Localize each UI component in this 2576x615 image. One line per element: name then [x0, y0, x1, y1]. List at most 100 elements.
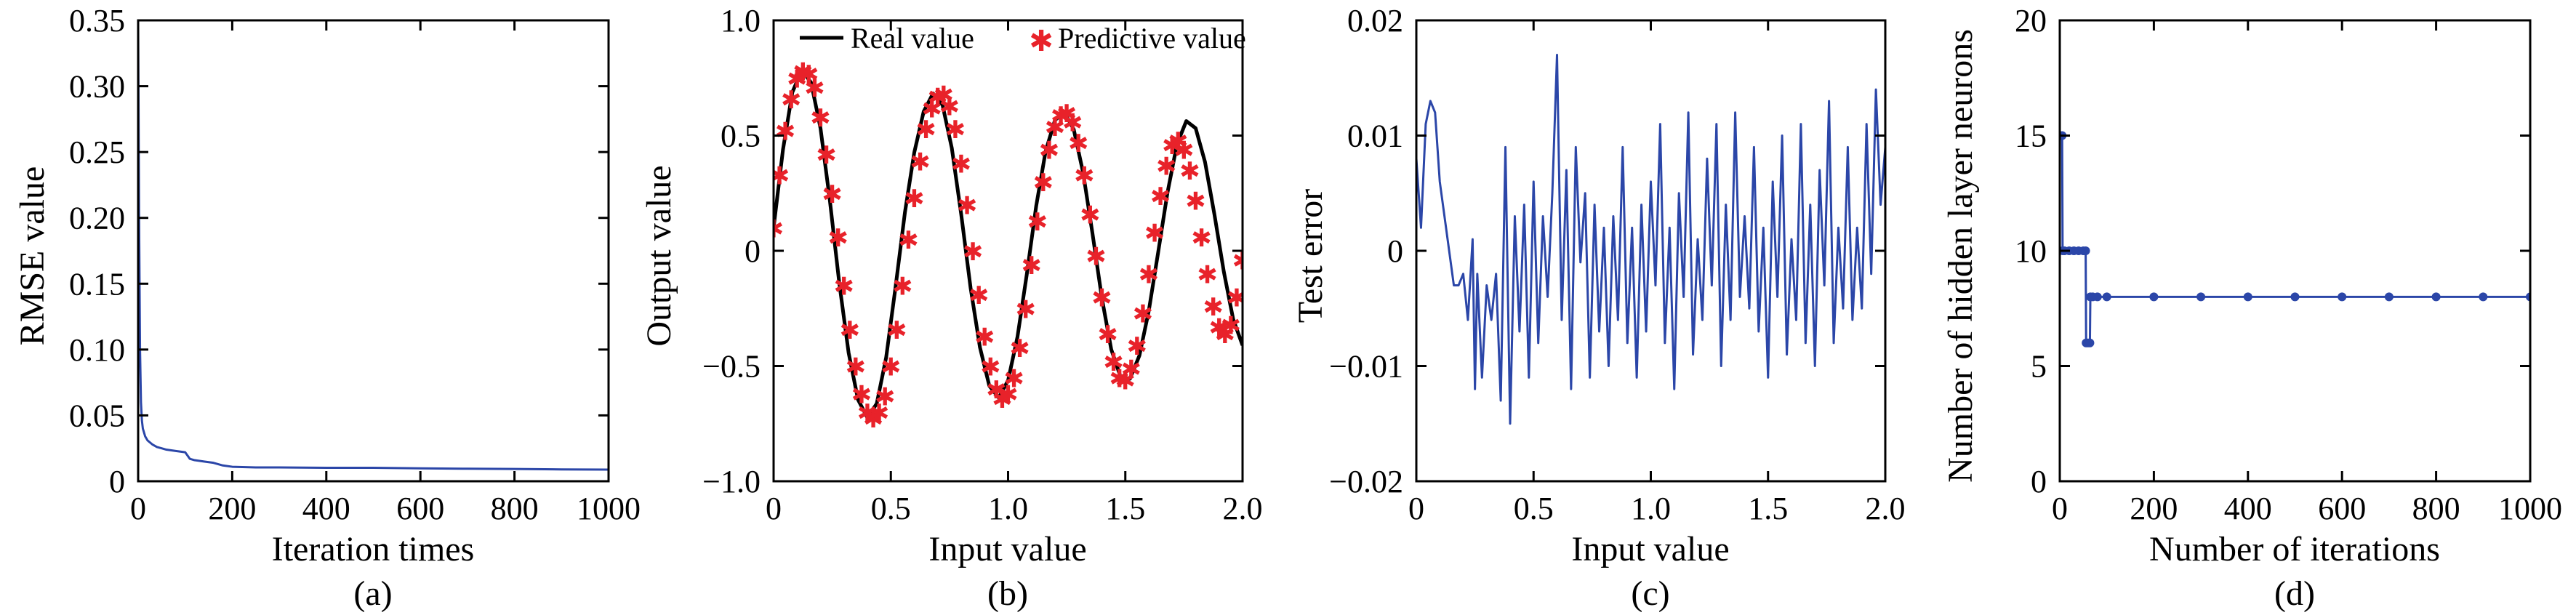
y-tick-label: 20	[2015, 3, 2047, 39]
data-point-marker: ✱	[1191, 224, 1212, 253]
data-point-marker: ✱	[1221, 311, 1242, 340]
x-tick-label: 600	[2318, 491, 2366, 526]
data-point-marker: ✱	[763, 214, 785, 244]
data-point-marker: ✱	[863, 405, 884, 434]
legend-b: Real value ✱ Predictive value	[800, 22, 1246, 58]
data-point-marker: ✱	[974, 323, 995, 352]
y-tick-label: 0.25	[69, 134, 125, 170]
y-tick-label: 0	[109, 464, 125, 499]
data-point-marker: ✱	[968, 281, 990, 310]
data-point-marker: ✱	[939, 92, 960, 121]
y-tick-label: 0.35	[69, 3, 125, 39]
data-point-marker: ✱	[1168, 127, 1189, 156]
data-point-marker: ✱	[775, 118, 796, 147]
y-tick-label: 0.30	[69, 69, 125, 105]
data-point-marker: ✱	[986, 376, 1007, 405]
data-point-marker: ✱	[1003, 364, 1024, 393]
data-point-marker: ✱	[957, 192, 978, 221]
y-tick-label: 1.0	[721, 3, 761, 39]
plot-area-d: 0 200 400 600 800 1000 0 5 10 15 20	[2015, 3, 2562, 526]
data-point-marker	[2384, 292, 2394, 302]
data-point-marker	[2081, 246, 2090, 255]
x-tick-label: 200	[2130, 491, 2178, 526]
x-tick-label: 200	[208, 491, 256, 526]
y-tick-label: 0.10	[69, 332, 125, 368]
x-tick-label: 1.0	[1631, 491, 1671, 526]
x-tick-label: 1.5	[1105, 491, 1145, 526]
data-point-marker: ✱	[1156, 153, 1177, 182]
data-point-marker: ✱	[1121, 355, 1142, 385]
y-tick-label: 0.15	[69, 266, 125, 302]
y-tick-label: −0.02	[1329, 464, 1403, 499]
data-point-marker	[2196, 292, 2206, 302]
data-point-marker: ✱	[810, 104, 831, 133]
data-point-marker: ✱	[769, 161, 790, 190]
x-tick-label: 0	[130, 491, 146, 526]
x-tick-label: 0.5	[871, 491, 911, 526]
data-point-marker: ✱	[951, 150, 972, 180]
x-tick-label: 0	[1408, 491, 1424, 526]
data-point-marker: ✱	[880, 353, 902, 382]
data-point-marker: ✱	[1039, 137, 1060, 166]
legend-label-predictive-value: Predictive value	[1058, 22, 1246, 55]
caption-d: (d)	[2274, 574, 2315, 613]
data-point-marker: ✱	[1027, 208, 1048, 237]
data-point-marker	[2149, 292, 2159, 302]
data-point-marker: ✱	[781, 86, 802, 115]
data-point-marker: ✱	[1022, 252, 1043, 281]
y-tick-label: −1.0	[702, 464, 761, 499]
data-point-marker: ✱	[1045, 113, 1066, 142]
x-axis-title-c: Input value	[1571, 530, 1729, 568]
y-tick-label: 5	[2031, 349, 2047, 385]
x-axis-title-a: Iteration times	[272, 530, 475, 568]
data-point-marker: ✱	[1173, 137, 1195, 166]
x-tick-label: 400	[302, 491, 350, 526]
data-point-marker: ✱	[816, 141, 837, 170]
x-tick-label: 0	[766, 491, 782, 526]
data-point-marker	[2093, 292, 2102, 302]
y-tick-label: 0.5	[721, 118, 761, 154]
caption-b: (b)	[987, 574, 1028, 613]
data-point-marker: ✱	[851, 381, 872, 410]
data-point-marker: ✱	[827, 224, 848, 253]
x-tick-label: 600	[396, 491, 444, 526]
data-point-marker: ✱	[1139, 261, 1160, 290]
data-point-marker: ✱	[928, 84, 949, 113]
data-point-marker: ✱	[1144, 220, 1165, 249]
data-point-marker: ✱	[1162, 132, 1183, 161]
x-tick-label: 0	[2052, 491, 2068, 526]
x-tick-label: 400	[2224, 491, 2272, 526]
data-point-marker: ✱	[1215, 321, 1236, 350]
data-point-marker	[2479, 292, 2488, 302]
data-point-marker: ✱	[892, 273, 913, 302]
data-point-marker: ✱	[886, 316, 907, 345]
data-point-marker: ✱	[910, 148, 931, 177]
data-point-marker: ✱	[934, 81, 955, 110]
data-point-marker: ✱	[869, 399, 890, 428]
axes-box-a	[137, 19, 610, 483]
series-group-b-1: ✱✱✱✱✱✱✱✱✱✱✱✱✱✱✱✱✱✱✱✱✱✱✱✱✱✱✱✱✱✱✱✱✱✱✱✱✱✱✱✱…	[763, 58, 1253, 434]
data-point-marker: ✱	[915, 116, 936, 145]
data-point-marker: ✱	[1109, 364, 1130, 393]
data-point-marker: ✱	[1197, 261, 1218, 290]
data-point-marker	[2085, 338, 2095, 347]
data-point-marker: ✱	[1097, 321, 1118, 350]
data-point-marker: ✱	[1133, 300, 1154, 329]
x-tick-label: 1.5	[1748, 491, 1788, 526]
data-point-marker: ✱	[1091, 284, 1112, 313]
data-point-marker: ✱	[1232, 247, 1253, 276]
series-group-b-0	[774, 68, 1243, 420]
y-axis-title-c: Test error	[1291, 189, 1330, 323]
data-point-marker: ✱	[1179, 157, 1200, 186]
data-point-marker	[2431, 292, 2441, 302]
x-tick-label: 800	[491, 491, 539, 526]
data-point-marker: ✱	[1103, 348, 1124, 377]
x-tick-label: 1.0	[988, 491, 1028, 526]
data-point-marker: ✱	[1150, 182, 1171, 212]
y-tick-label: 10	[2015, 233, 2047, 269]
data-point-marker: ✱	[787, 65, 808, 94]
data-point-marker: ✱	[963, 238, 984, 267]
x-tick-label: 0.5	[1514, 491, 1554, 526]
chart-panel-a: 0 200 400 600 800 1000 0 0.05 0.10 0.15 0.20 0.25 0.…	[13, 3, 641, 613]
